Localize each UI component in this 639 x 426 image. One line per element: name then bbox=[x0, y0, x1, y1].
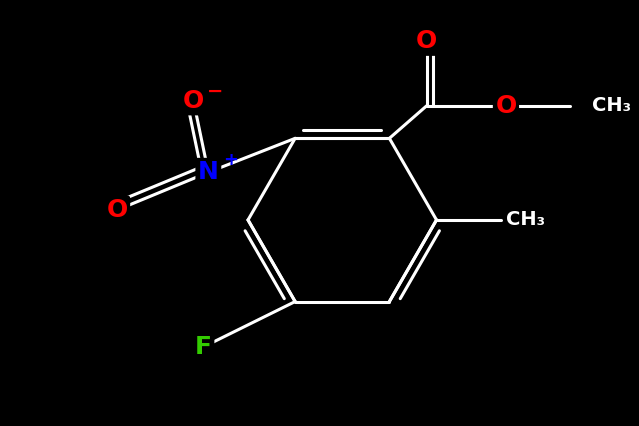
Text: O: O bbox=[183, 89, 204, 113]
Text: O: O bbox=[416, 29, 437, 53]
Text: N: N bbox=[198, 160, 219, 184]
Text: CH₃: CH₃ bbox=[506, 210, 545, 230]
Text: +: + bbox=[222, 151, 238, 170]
Text: O: O bbox=[495, 94, 516, 118]
Text: F: F bbox=[195, 335, 212, 359]
Text: O: O bbox=[107, 198, 128, 222]
Text: CH₃: CH₃ bbox=[592, 96, 631, 115]
Text: −: − bbox=[207, 81, 224, 101]
